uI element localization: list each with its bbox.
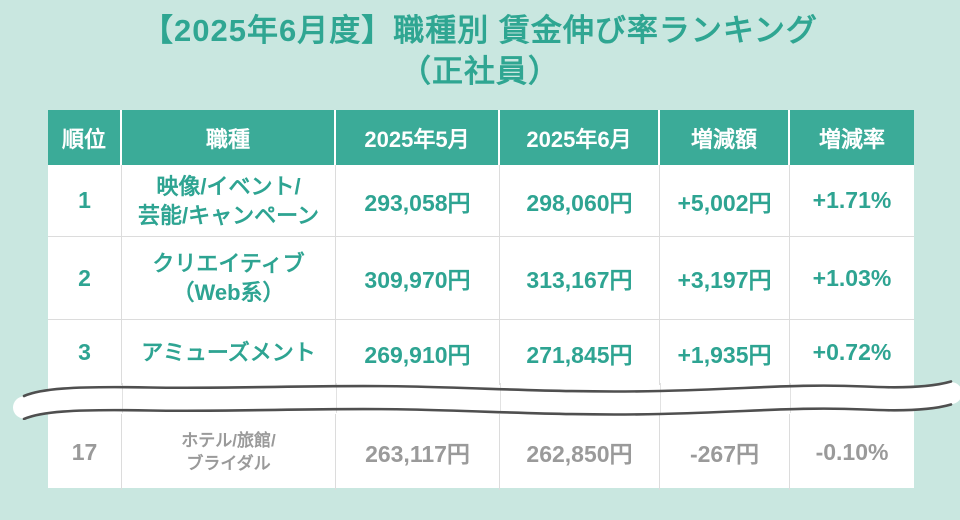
table-break-row bbox=[48, 385, 914, 414]
job-name-line2: ブライダル bbox=[186, 454, 271, 473]
june-wage: 313,167円 bbox=[500, 237, 660, 319]
page-title-line1: 【2025年6月度】職種別 賃金伸び率ランキング bbox=[142, 13, 818, 48]
may-wage: 263,117円 bbox=[336, 414, 500, 490]
header-diff-amount: 増減額 bbox=[660, 110, 790, 165]
job-name-line2: 芸能/キャンペーン bbox=[137, 202, 319, 228]
job-name-line1: アミューズメント bbox=[141, 340, 316, 365]
may-wage: 309,970円 bbox=[336, 237, 500, 319]
header-job: 職種 bbox=[122, 110, 336, 165]
table-row-rank3: 3 アミューズメント 269,910円 271,845円 +1,935円 +0.… bbox=[48, 319, 914, 385]
job-name-line2: （Web系） bbox=[172, 280, 285, 305]
diff-rate: +1.71% bbox=[812, 187, 892, 213]
table-row-rank1: 1 映像/イベント/ 芸能/キャンペーン 293,058円 298,060円 +… bbox=[48, 165, 914, 236]
table-row-rank2: 2 クリエイティブ （Web系） 309,970円 313,167円 +3,19… bbox=[48, 236, 914, 319]
rank-value: 2 bbox=[48, 237, 122, 319]
diff-amount: -267円 bbox=[660, 414, 790, 490]
diff-rate: -0.10% bbox=[815, 438, 889, 465]
june-wage: 262,850円 bbox=[500, 414, 660, 490]
job-name: アミューズメント bbox=[122, 320, 336, 385]
may-wage: 293,058円 bbox=[336, 165, 500, 236]
job-name-line1: ホテル/旅館/ bbox=[181, 431, 276, 450]
diff-rate: +0.72% bbox=[812, 339, 892, 365]
diff-amount: +3,197円 bbox=[660, 237, 790, 319]
ranking-table: 順位 職種 2025年5月 2025年6月 増減額 増減率 1 映像/イベント/… bbox=[48, 110, 914, 490]
job-name-line1: クリエイティブ bbox=[152, 251, 305, 276]
table-row-rank17: 17 ホテル/旅館/ ブライダル 263,117円 262,850円 -267円… bbox=[48, 414, 914, 490]
job-name: ホテル/旅館/ ブライダル bbox=[122, 414, 336, 490]
rank-value: 1 bbox=[48, 165, 122, 236]
rank-value: 3 bbox=[48, 320, 122, 385]
page-title: 【2025年6月度】職種別 賃金伸び率ランキング （正社員） bbox=[0, 10, 960, 92]
job-name-line1: 映像/イベント/ bbox=[156, 173, 301, 199]
may-wage: 269,910円 bbox=[336, 320, 500, 385]
rank-value: 17 bbox=[48, 414, 122, 490]
header-diff-rate: 増減率 bbox=[818, 126, 885, 152]
header-rank: 順位 bbox=[48, 110, 122, 165]
june-wage: 298,060円 bbox=[500, 165, 660, 236]
job-name: 映像/イベント/ 芸能/キャンペーン bbox=[122, 165, 336, 236]
job-name: クリエイティブ （Web系） bbox=[122, 237, 336, 319]
june-wage: 271,845円 bbox=[500, 320, 660, 385]
diff-amount: +5,002円 bbox=[660, 165, 790, 236]
header-may-2025: 2025年5月 bbox=[336, 110, 500, 165]
table-header-row: 順位 職種 2025年5月 2025年6月 増減額 増減率 bbox=[48, 110, 914, 165]
diff-rate: +1.03% bbox=[812, 264, 892, 291]
diff-amount: +1,935円 bbox=[660, 320, 790, 385]
page-title-line2: （正社員） bbox=[400, 54, 560, 89]
header-june-2025: 2025年6月 bbox=[500, 110, 660, 165]
